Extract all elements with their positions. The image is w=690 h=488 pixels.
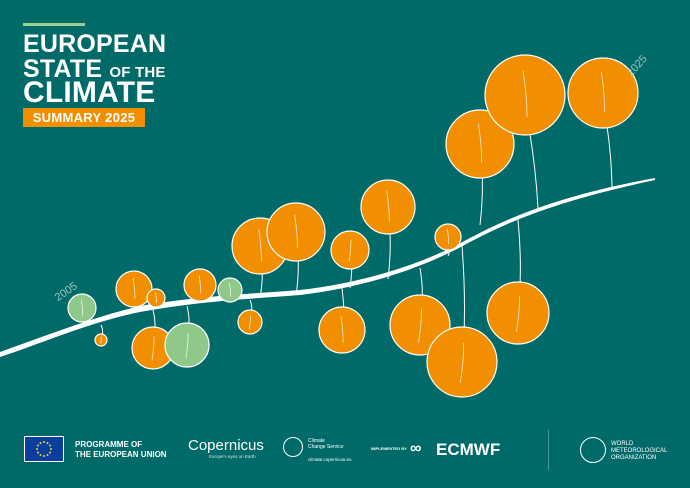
implemented-by-label: IMPLEMENTED BY xyxy=(371,446,407,451)
warm-year-bubble xyxy=(445,109,515,179)
ecmwf-swirl-icon: ∞ xyxy=(410,440,422,457)
bubble-inner-stem xyxy=(446,229,450,245)
title-line-2-big: STATE xyxy=(23,55,103,83)
bubble-inner-stem xyxy=(249,315,251,330)
copernicus-tagline: Europe's eyes on Earth xyxy=(209,454,256,459)
footer-divider xyxy=(548,430,549,470)
warm-year-bubble xyxy=(426,326,498,398)
title-line-2-small: OF THE xyxy=(109,64,166,81)
bubble-inner-stem xyxy=(386,190,390,222)
eu-programme-text: PROGRAMME OF THE EUROPEAN UNION xyxy=(75,440,167,460)
bubble-circles xyxy=(67,54,639,398)
wmo-line-3: ORGANIZATION xyxy=(611,455,657,461)
bubble-inner-stem xyxy=(185,332,189,359)
bubble-inner-stem xyxy=(80,299,84,316)
bubble-inner-stem xyxy=(132,278,136,299)
title-line-3: CLIMATE xyxy=(23,76,156,109)
warm-year-bubble xyxy=(183,268,217,302)
title-line-1: EUROPEAN xyxy=(23,30,167,58)
bubble-inner-stem xyxy=(522,70,528,118)
bubble-inner-stem xyxy=(516,295,520,332)
warm-year-bubble xyxy=(266,202,326,262)
bubble-inner-stem xyxy=(348,239,352,262)
warm-year-bubble xyxy=(484,54,566,136)
warm-year-bubble xyxy=(567,57,639,129)
bubble-inner-stem xyxy=(198,275,202,294)
bubble-inner-stem xyxy=(459,342,465,384)
c3s-line-1: Climate xyxy=(308,438,325,444)
title-accent-bar xyxy=(23,23,85,26)
c3s-line-2: Change Service xyxy=(308,444,344,450)
eu-flag-icon xyxy=(24,436,64,462)
wmo-line-1: WORLD xyxy=(611,441,634,447)
bubble-inner-stem xyxy=(155,292,157,303)
wmo-name: WORLD METEOROLOGICAL ORGANIZATION xyxy=(611,441,667,462)
wmo-emblem-icon xyxy=(580,437,606,463)
title-line-2: STATE OF THE xyxy=(23,56,166,86)
cool-year-bubble xyxy=(164,322,210,368)
eu-line-2: THE EUROPEAN UNION xyxy=(75,450,167,459)
copernicus-logo: Copernicus xyxy=(188,437,264,454)
bubble-inner-stem xyxy=(258,229,262,262)
warm-year-bubble xyxy=(360,179,416,235)
bubble-inner-stem xyxy=(600,71,606,113)
c3s-url: climate.copernicus.eu xyxy=(308,457,352,462)
bubble-inner-stem xyxy=(477,123,483,163)
summary-badge: SUMMARY 2025 xyxy=(23,108,145,127)
c3s-name: Climate Change Service xyxy=(308,438,344,450)
bubble-inner-stem xyxy=(151,336,155,361)
warm-year-bubble xyxy=(330,230,370,270)
bubble-inner-stem xyxy=(418,308,422,344)
bubble-inner-stem xyxy=(229,282,231,297)
eu-line-1: PROGRAMME OF xyxy=(75,440,143,449)
c3s-globe-icon xyxy=(283,437,303,457)
bubble-inner-stem xyxy=(340,316,344,343)
warm-year-bubble xyxy=(115,270,153,308)
bubble-inner-stem xyxy=(100,336,102,344)
warm-year-bubble xyxy=(486,281,550,345)
warm-year-bubble xyxy=(318,306,366,354)
ecmwf-logo-text: ECMWF xyxy=(436,440,501,459)
wmo-line-2: METEOROLOGICAL xyxy=(611,448,668,454)
bubble-inner-stem xyxy=(294,214,298,248)
